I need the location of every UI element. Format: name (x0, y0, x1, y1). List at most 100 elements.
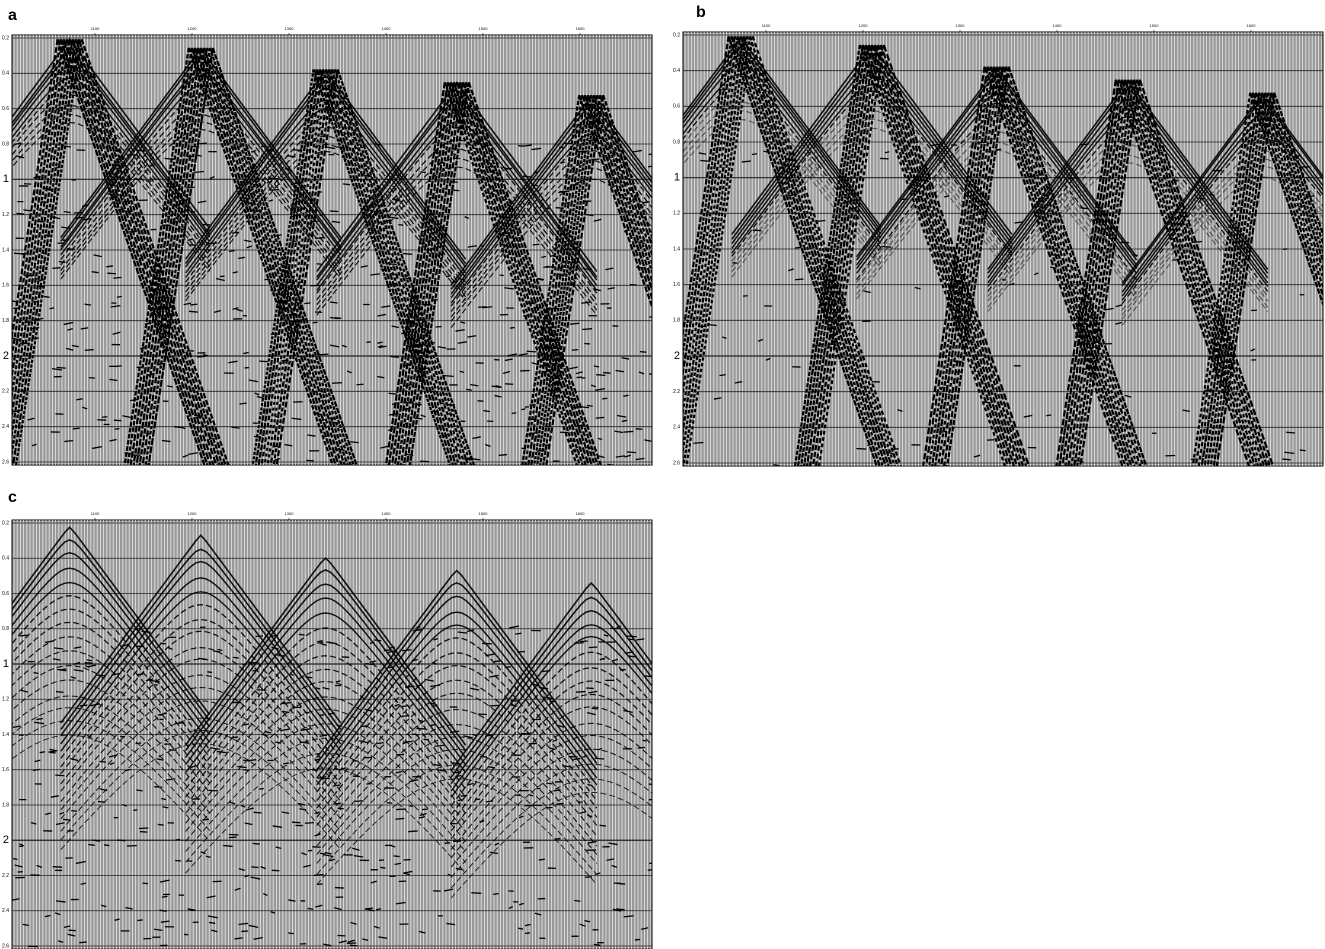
noise (288, 899, 296, 902)
direct-wave (387, 82, 449, 465)
noise (521, 447, 527, 450)
reflection-event (60, 686, 342, 811)
x-tick-label: 1300 (285, 26, 295, 31)
noise (114, 918, 120, 921)
noise (597, 747, 603, 751)
y-tick-label: 0.4 (2, 556, 9, 562)
noise (606, 858, 615, 862)
noise (545, 425, 552, 428)
reflection-event (316, 692, 598, 826)
noise (215, 277, 225, 282)
noise (197, 200, 207, 204)
direct-wave (751, 35, 902, 466)
noise (518, 353, 528, 356)
reflection-event (316, 724, 598, 847)
noise (1104, 307, 1114, 311)
noise (33, 317, 44, 322)
reflection-event (450, 667, 652, 816)
noise (52, 267, 61, 270)
noise (50, 795, 59, 798)
direct-wave (408, 82, 470, 465)
reflection-event (316, 749, 598, 864)
noise (451, 280, 458, 284)
noise (447, 873, 453, 877)
noise (574, 642, 584, 644)
noise (571, 406, 580, 409)
noise (320, 642, 327, 647)
direct-wave (524, 95, 584, 465)
reflection-event (450, 763, 652, 878)
noise (69, 758, 79, 762)
noise (52, 866, 63, 868)
noise (470, 458, 481, 461)
noise (27, 417, 35, 421)
noise (394, 703, 400, 707)
noise (616, 625, 622, 629)
noise (19, 843, 24, 847)
noise (244, 874, 250, 878)
direct-wave (461, 81, 596, 465)
noise (489, 674, 499, 678)
reflection-event (60, 93, 342, 261)
noise (582, 754, 588, 758)
noise (328, 641, 338, 645)
noise (570, 322, 580, 325)
noise (272, 634, 279, 637)
noise (722, 336, 727, 340)
noise (246, 807, 255, 811)
noise (642, 739, 647, 742)
noise (156, 758, 164, 761)
noise (91, 271, 99, 274)
y-tick-label: 2.6 (2, 943, 9, 949)
noise (99, 760, 107, 763)
noise (281, 359, 289, 362)
direct-wave (12, 39, 80, 465)
noise (37, 220, 45, 223)
noise (626, 451, 636, 454)
noise (216, 750, 227, 754)
noise (211, 929, 218, 933)
noise (433, 763, 442, 767)
noise (92, 446, 103, 450)
direct-wave (147, 47, 214, 465)
noise (528, 793, 534, 797)
noise (74, 216, 83, 219)
noise (72, 661, 81, 665)
noise (68, 929, 76, 932)
noise (395, 770, 403, 774)
noise (587, 814, 593, 818)
direct-wave (129, 47, 196, 465)
noise (1209, 193, 1215, 197)
noise (293, 149, 303, 152)
reflection-event (683, 90, 882, 253)
direct-wave (275, 69, 339, 465)
noise (202, 354, 209, 357)
noise (230, 736, 239, 739)
direct-wave (74, 38, 224, 465)
noise (636, 638, 645, 641)
direct-wave (536, 95, 596, 465)
noise (509, 625, 520, 629)
noise (364, 708, 373, 712)
noise (947, 393, 954, 397)
direct-wave (683, 36, 745, 438)
noise (325, 146, 336, 150)
noise (319, 734, 328, 737)
noise (648, 798, 652, 801)
noise (243, 351, 249, 355)
noise (174, 722, 185, 725)
noise (33, 721, 45, 725)
noise (322, 435, 328, 438)
noise (139, 830, 148, 833)
noise (466, 782, 474, 786)
noise (177, 426, 186, 430)
noise (109, 378, 118, 382)
reflection-event (60, 548, 342, 730)
noise (637, 746, 646, 749)
noise (586, 711, 596, 716)
noise (301, 852, 307, 856)
noise (34, 759, 41, 763)
panel: b 0.2 0.4 0.6 0.8 1 1.2 1.4 1.6 1.8 2 2.2 2.4 2.6 1100… (673, 4, 1324, 467)
direct-wave (211, 47, 358, 465)
noise (1115, 321, 1123, 325)
